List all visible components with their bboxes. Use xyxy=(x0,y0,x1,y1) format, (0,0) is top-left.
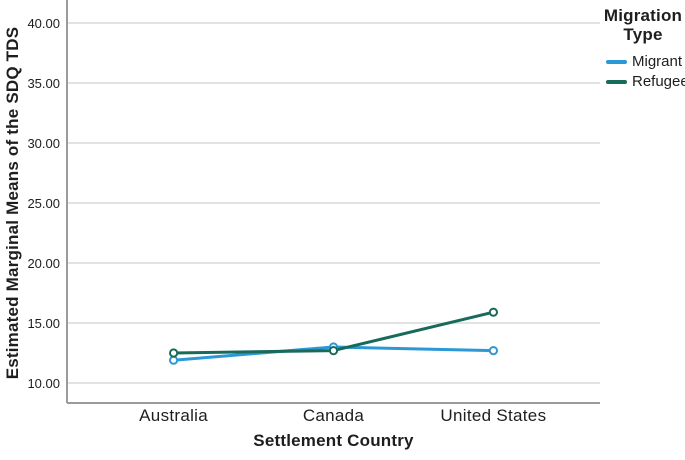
y-tick-label: 40.00 xyxy=(27,16,60,31)
data-point-migrant-2 xyxy=(488,346,498,356)
legend-line-swatch xyxy=(606,79,627,84)
data-point-refugee-1 xyxy=(328,346,339,356)
x-tick-label: Australia xyxy=(139,406,209,425)
y-tick-label: 20.00 xyxy=(27,256,60,271)
legend-item-refugee: Refugee xyxy=(606,73,685,90)
x-tick-label: United States xyxy=(440,406,547,425)
y-tick-label: 30.00 xyxy=(27,136,60,151)
y-tick-label: 15.00 xyxy=(27,316,60,331)
data-point-refugee-2 xyxy=(488,307,498,317)
legend-items: Migrant Refugee xyxy=(601,53,685,90)
legend-item-label: Refugee xyxy=(632,73,685,90)
legend-line-swatch xyxy=(606,59,627,64)
legend-item-label: Migrant xyxy=(632,53,683,70)
x-tick-label: Canada xyxy=(302,406,365,425)
legend-title: Migration Type xyxy=(603,6,683,44)
data-point-migrant-0 xyxy=(169,355,179,365)
data-point-refugee-0 xyxy=(169,348,179,358)
y-tick-label: 35.00 xyxy=(27,76,60,91)
y-tick-label: 25.00 xyxy=(27,196,60,211)
x-axis-title: Settlement Country xyxy=(253,431,414,450)
legend: Migration Type Migrant Refugee xyxy=(601,6,685,93)
legend-item-migrant: Migrant xyxy=(606,53,685,70)
y-tick-label: 10.00 xyxy=(27,376,60,391)
